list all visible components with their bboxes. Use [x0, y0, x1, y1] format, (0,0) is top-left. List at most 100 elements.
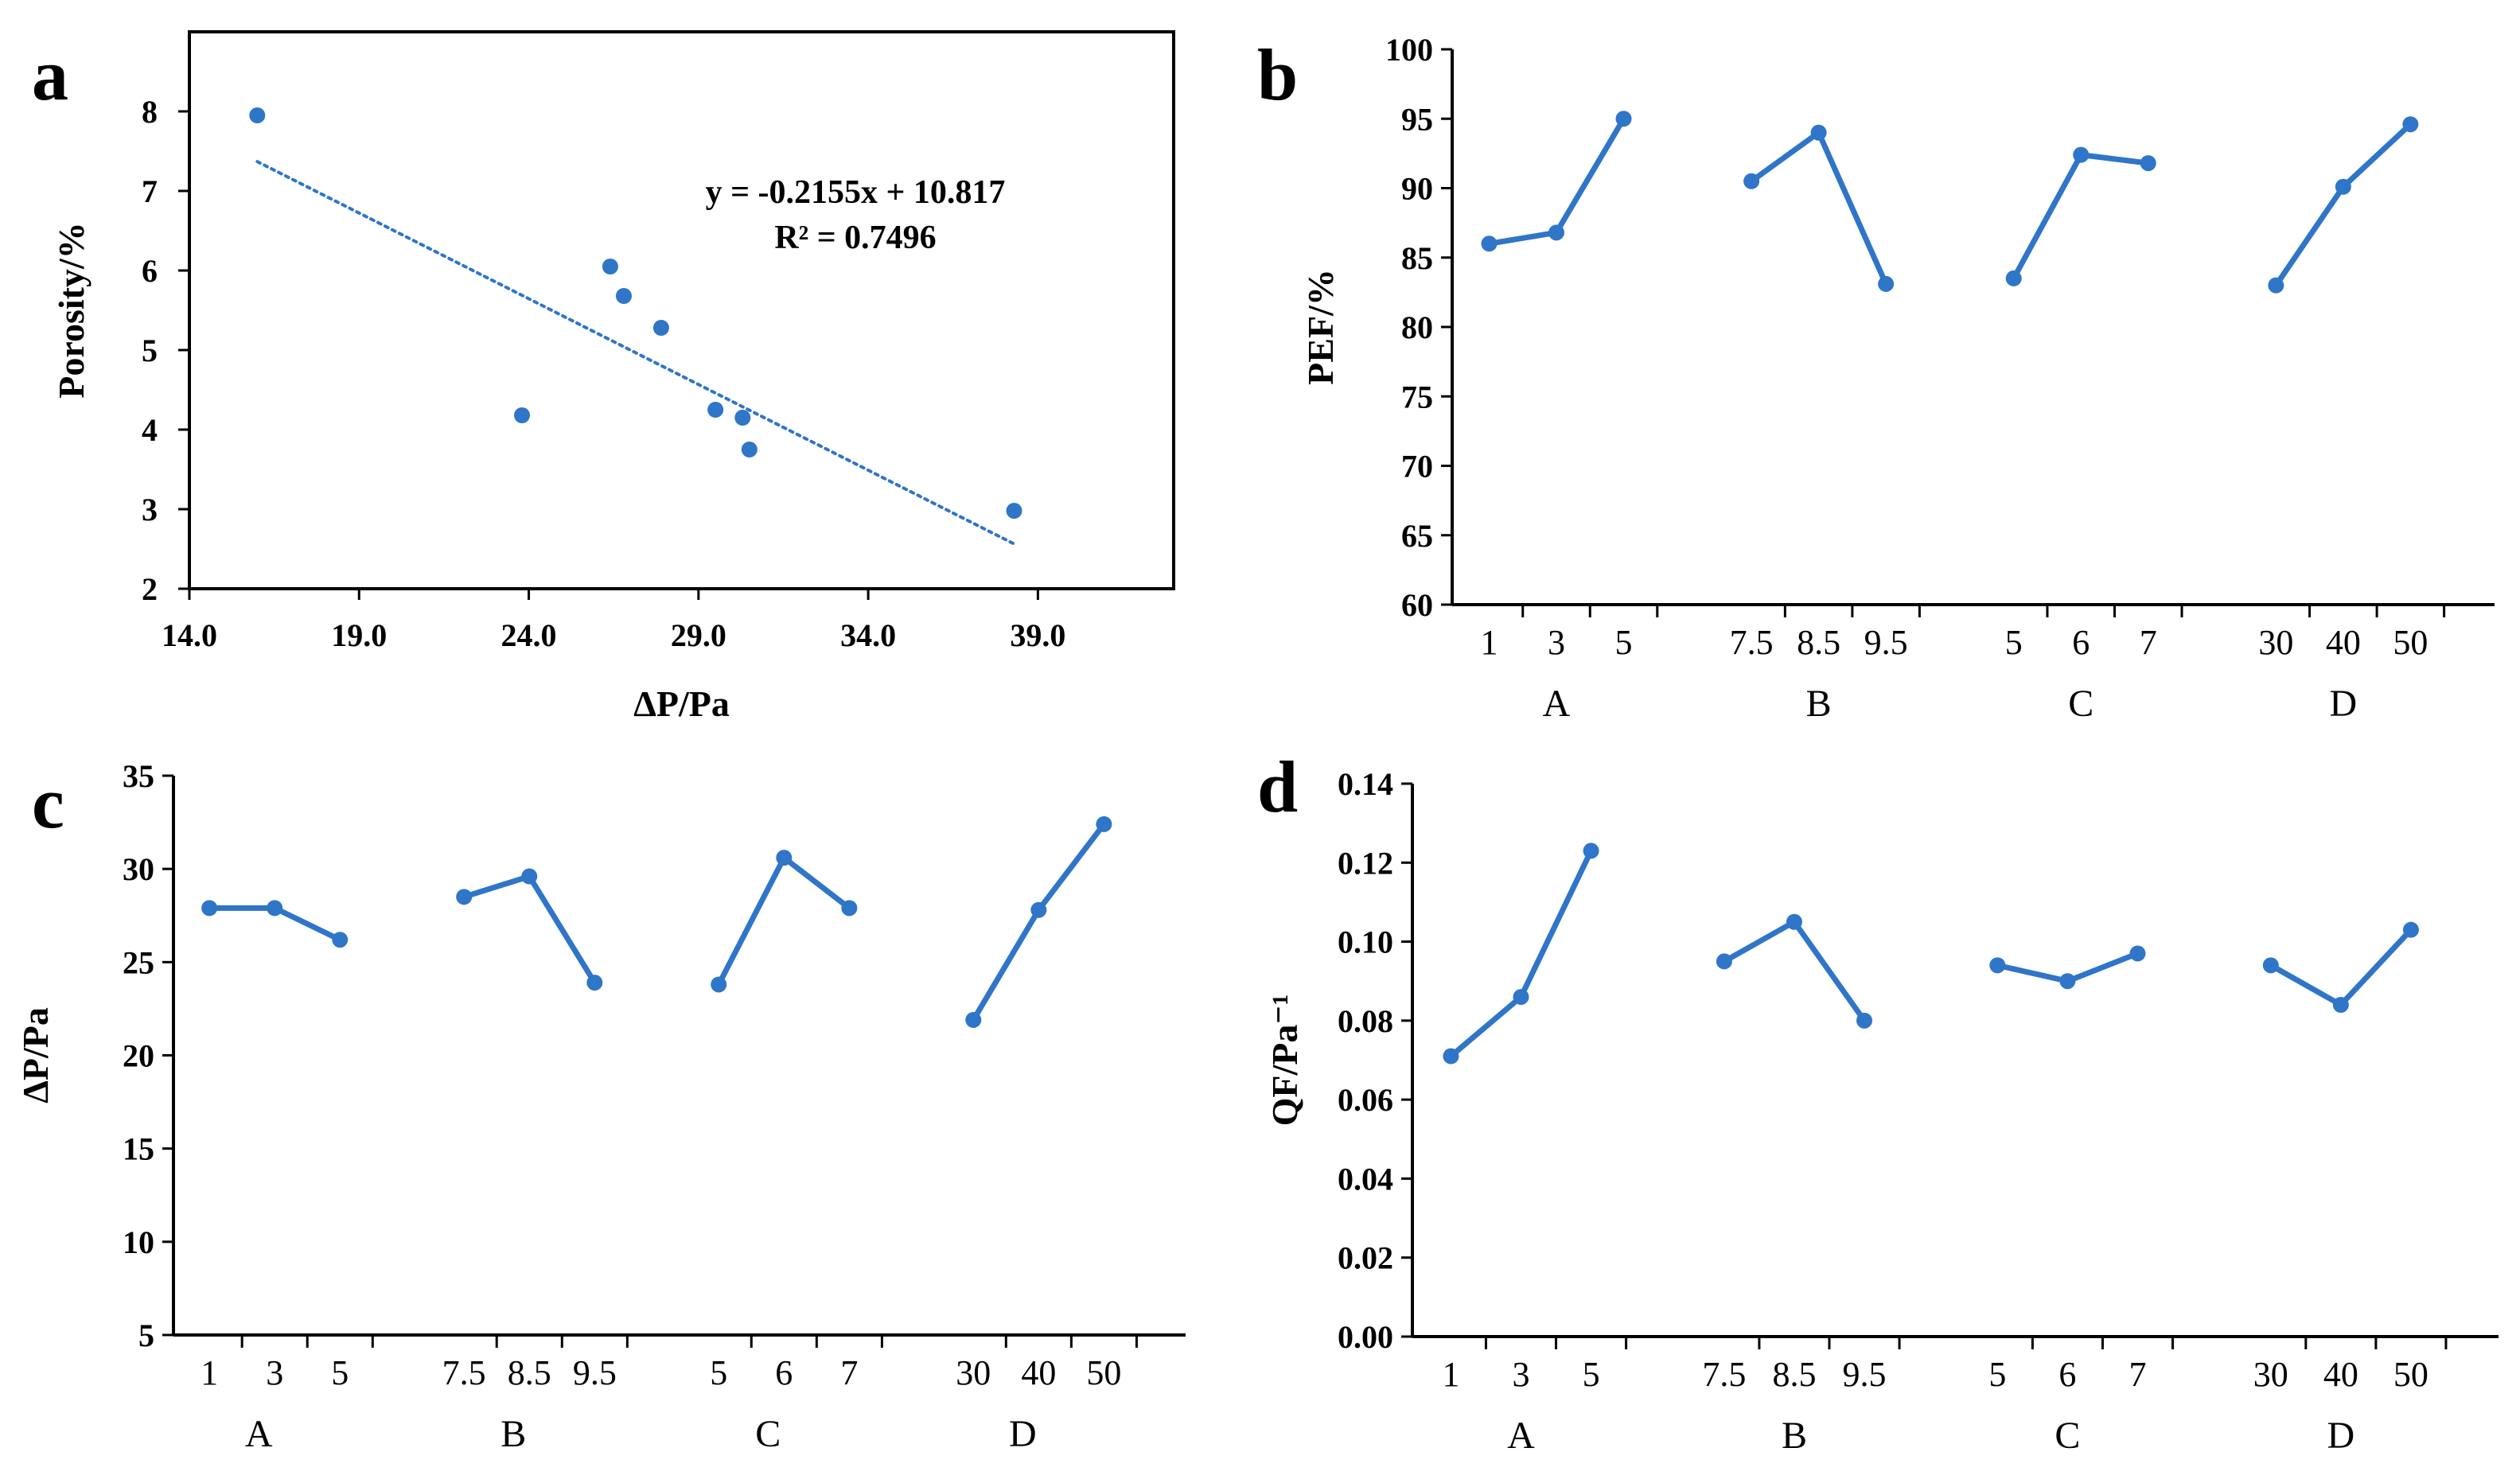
panel-d-level-label: 7.5 — [1702, 1355, 1746, 1394]
panel-c-y-tick-label: 5 — [138, 1317, 154, 1353]
panel-a-x-tick-label: 34.0 — [840, 617, 896, 653]
panel-b-level-label: 50 — [2393, 623, 2428, 662]
panel-d-level-label: 50 — [2393, 1355, 2428, 1394]
panel-a-data-point — [1006, 503, 1022, 519]
panel-a-data-point — [741, 442, 758, 457]
panel-d-data-point — [1583, 843, 1599, 859]
panel-c-data-point — [332, 932, 349, 948]
panel-c-series-line-B — [461, 874, 598, 986]
panel-b-level-label: 6 — [2072, 623, 2090, 662]
panel-d-data-point — [1989, 957, 2006, 974]
panel-d-level-label: 9.5 — [1843, 1355, 1887, 1394]
panel-d-data-point — [2332, 997, 2349, 1013]
panel-d-label: d — [1257, 746, 1298, 827]
panel-b-y-tick-label: 95 — [1401, 101, 1433, 137]
panel-a-label: a — [32, 34, 68, 115]
panel-c-y-tick-label: 35 — [123, 758, 154, 794]
panel-c-y-axis-label: ΔP/Pa — [15, 1007, 56, 1103]
panel-b-y-tick-label: 85 — [1401, 240, 1433, 276]
panel-c-level-label: 50 — [1086, 1353, 1121, 1392]
panel-b-level-label: 5 — [1615, 623, 1633, 662]
panel-b-data-point — [1548, 224, 1564, 241]
panel-c-y-tick-label: 30 — [123, 851, 154, 887]
panel-b-level-label: 7 — [2140, 623, 2157, 662]
panel-b-level-label: 1 — [1480, 623, 1498, 662]
panel-c-level-label: 40 — [1021, 1353, 1056, 1392]
panel-d-data-point — [1856, 1012, 1873, 1029]
panel-a-x-tick-label: 14.0 — [162, 617, 217, 653]
panel-c-data-point — [841, 900, 858, 917]
panel-b-level-label: 40 — [2326, 623, 2361, 662]
panel-c-level-label: 30 — [956, 1353, 991, 1392]
panel-a-plot-border — [188, 30, 1175, 590]
panel-d-series-line-B — [1721, 919, 1868, 1024]
panel-d-chart: 0.00 0.02 0.04 0.06 0.08 0.10 0.12 0.14 1 3 5 A 7.5 8… — [1257, 746, 2499, 1457]
panel-a-data-point — [615, 288, 632, 304]
panel-a-chart: 2 3 4 5 6 7 8 14.0 19.0 24.0 29.0 34.0 39.0 y = -0.21… — [32, 30, 1175, 724]
panel-a-data-point — [734, 410, 751, 426]
panel-a-y-tick-label: 3 — [142, 492, 158, 527]
panel-c-data-point — [267, 900, 283, 917]
panel-c-label: c — [32, 762, 64, 843]
panel-c-data-point — [456, 889, 473, 905]
panel-d-data-point — [2262, 957, 2279, 974]
panel-c-level-label: 5 — [710, 1353, 727, 1392]
panel-b-y-axis-label: PEF/% — [1300, 269, 1341, 385]
panel-c-series-line-D — [970, 821, 1107, 1023]
panel-a-x-tick-label: 24.0 — [501, 617, 557, 653]
panel-b-y-tick-label: 60 — [1401, 587, 1433, 623]
panel-c-group-label: A — [245, 1413, 273, 1455]
panel-b-level-label: 5 — [2005, 623, 2023, 662]
panel-c-y-tick-label: 20 — [123, 1038, 154, 1074]
panel-a-y-tick-label: 4 — [142, 412, 158, 448]
panel-b-level-label: 3 — [1548, 623, 1565, 662]
panel-b-data-point — [1615, 111, 1632, 127]
panel-d-level-label: 6 — [2058, 1355, 2076, 1394]
panel-c-y-tick-label: 10 — [123, 1224, 154, 1260]
panel-d-y-tick-label: 0.04 — [1338, 1161, 1393, 1197]
panel-d-level-label: 40 — [2323, 1355, 2358, 1394]
panel-b-chart: 60 65 70 75 80 85 90 95 100 1 3 5 A 7.5 8.5 9.5 B 5 6 7 C 30 4… — [1257, 32, 2495, 725]
panel-a-y-tick-label: 7 — [142, 173, 158, 209]
panel-a-trendline — [255, 160, 1016, 546]
panel-a-x-axis-label: ΔP/Pa — [633, 683, 730, 724]
panel-c-group-label: C — [755, 1413, 781, 1455]
panel-a-r-squared: R² = 0.7496 — [774, 220, 936, 256]
panel-c-level-label: 7.5 — [442, 1353, 486, 1392]
panel-b-y-tick-label: 90 — [1401, 171, 1433, 207]
panel-b-data-point — [1810, 124, 1827, 141]
panel-b-group-label: D — [2330, 683, 2358, 725]
panel-d-y-tick-label: 0.08 — [1338, 1003, 1393, 1039]
panel-c-series-line-C — [715, 854, 852, 987]
panel-b-data-point — [2402, 116, 2419, 133]
panel-c-level-label: 1 — [201, 1353, 218, 1392]
panel-c-data-point — [776, 850, 793, 866]
panel-d-data-point — [2402, 921, 2419, 938]
panel-d-level-label: 3 — [1513, 1355, 1530, 1394]
panel-b-group-label: A — [1543, 683, 1571, 725]
panel-c-level-label: 7 — [840, 1353, 858, 1392]
panel-b-data-point — [2268, 277, 2284, 294]
panel-a-trend-equation: y = -0.2155x + 10.817 — [706, 174, 1006, 211]
panel-b-data-point — [2335, 178, 2351, 195]
panel-d-y-tick-label: 0.00 — [1338, 1319, 1393, 1355]
panel-b-data-point — [2140, 155, 2156, 172]
panel-b-data-point — [1481, 235, 1498, 252]
panel-d-level-label: 7 — [2129, 1355, 2146, 1394]
panel-a-y-axis-label: Porosity/% — [51, 222, 92, 398]
panel-c-data-point — [965, 1011, 982, 1028]
panel-a-y-tick-label: 6 — [142, 253, 158, 289]
panel-a-data-point — [707, 402, 724, 418]
panel-d-group-label: C — [2055, 1415, 2080, 1457]
panel-d-level-label: 5 — [1988, 1355, 2006, 1394]
panel-a-data-point — [514, 407, 531, 423]
panel-b-y-tick-label: 80 — [1401, 309, 1433, 345]
panel-d-y-tick-label: 0.06 — [1338, 1082, 1393, 1118]
panel-c-group-label: B — [500, 1413, 526, 1455]
panel-c-y-tick-label: 15 — [123, 1131, 154, 1167]
panel-b-label: b — [1257, 34, 1298, 115]
panel-d-series-line-A — [1447, 847, 1595, 1060]
panel-d-group-label: A — [1507, 1415, 1535, 1457]
panel-c-data-point — [1030, 901, 1047, 918]
